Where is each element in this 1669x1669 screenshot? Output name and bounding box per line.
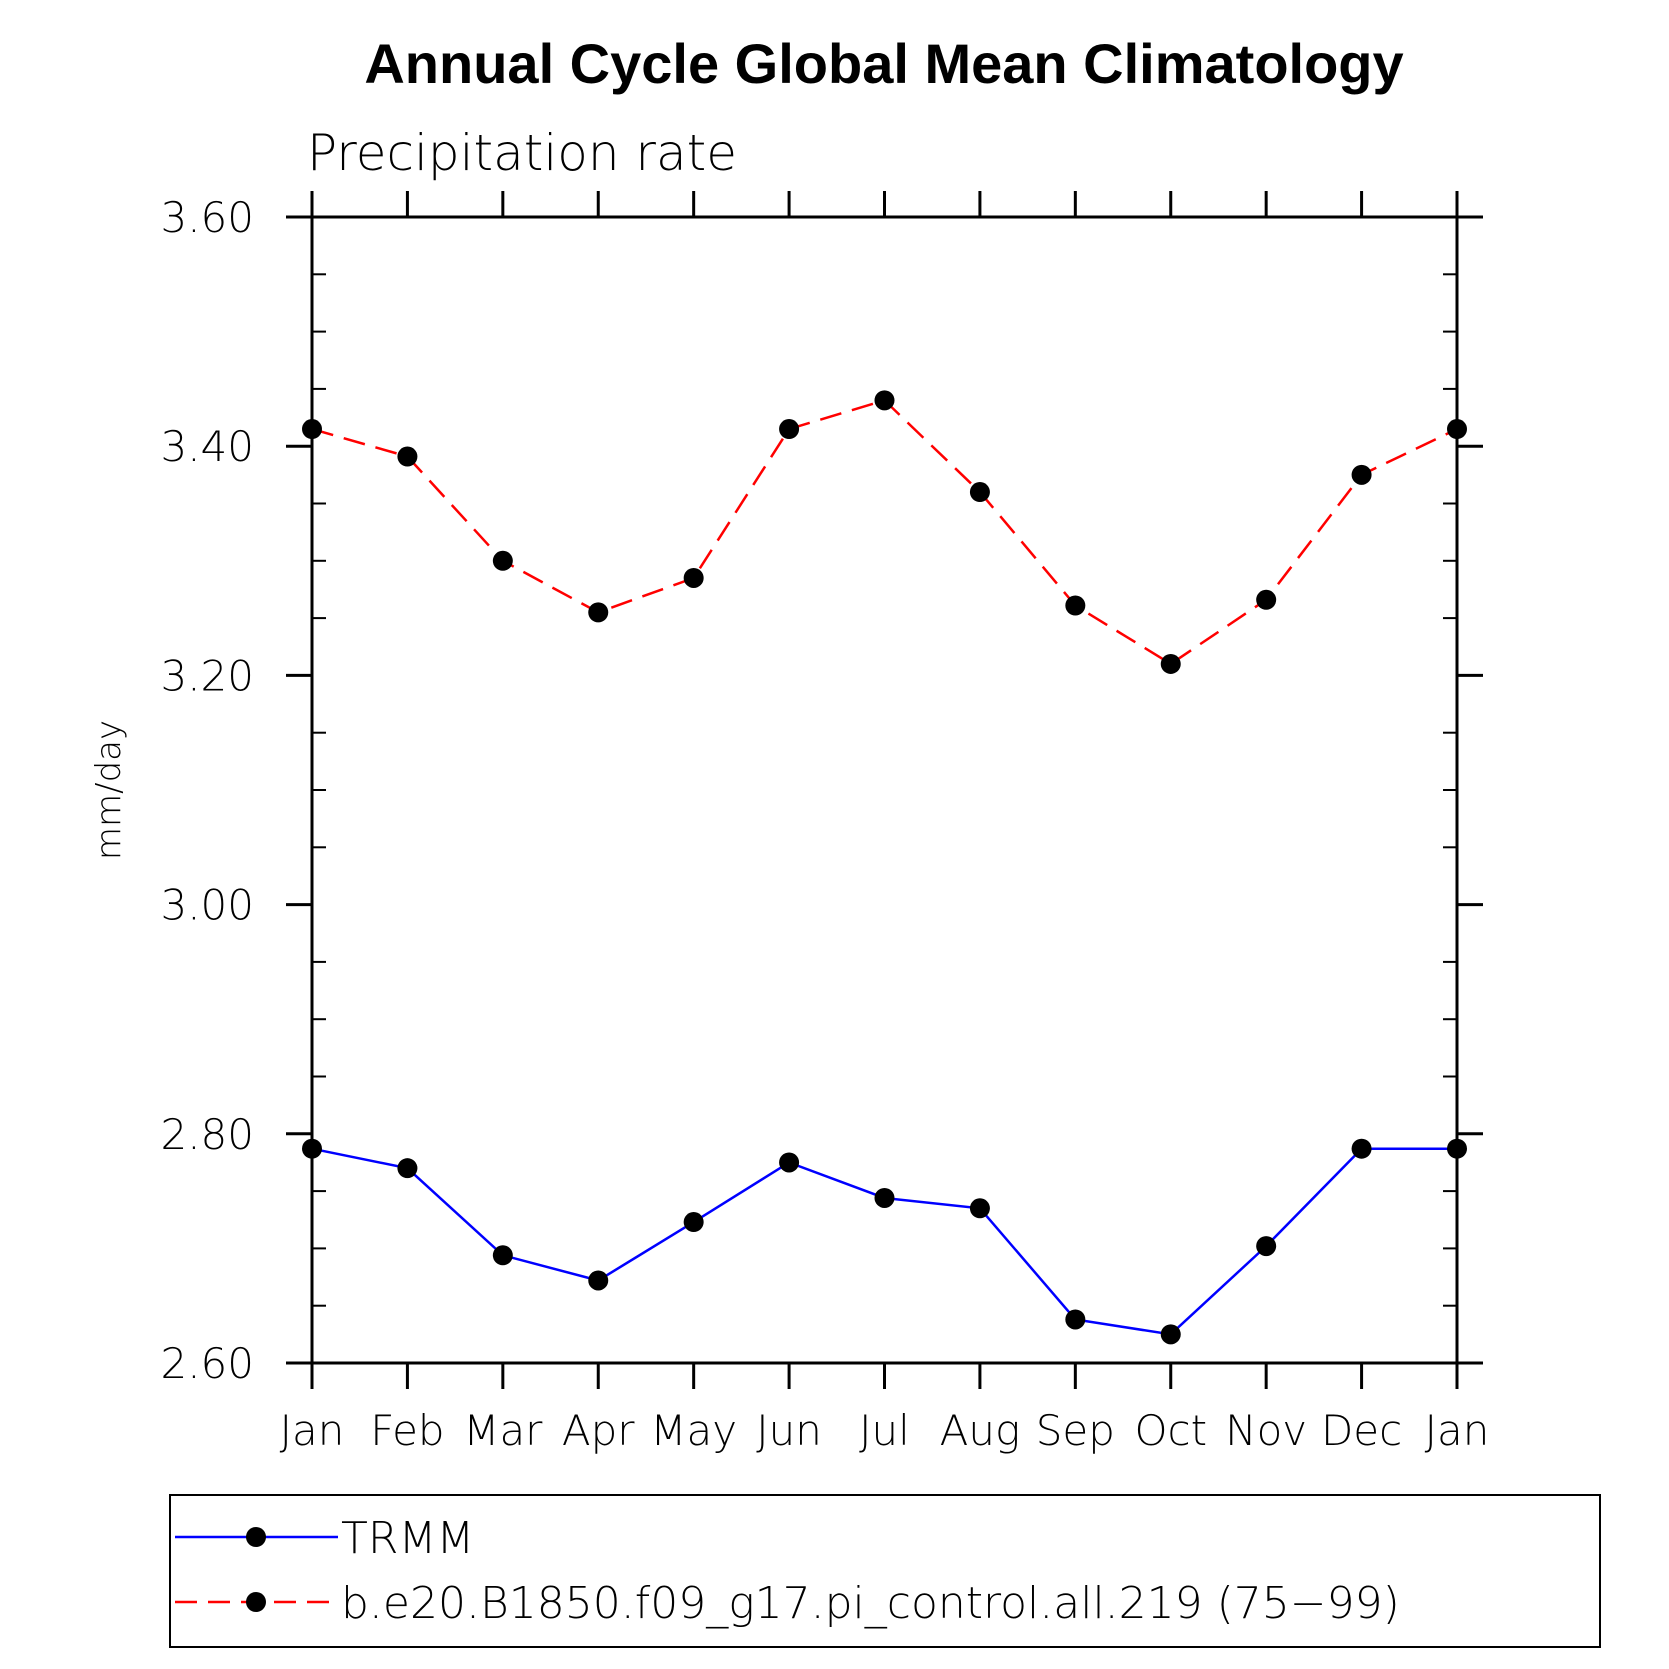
legend: TRMM b.e20.B1850.f09_g17.pi_control.all.2…	[175, 1513, 1400, 1629]
data-point	[683, 567, 704, 588]
data-point	[683, 1212, 704, 1233]
x-tick-label: Jun	[756, 1406, 822, 1455]
chart-title: Annual Cycle Global Mean Climatology	[364, 32, 1403, 95]
series-layer	[302, 390, 1467, 1345]
x-tick-label: Oct	[1134, 1406, 1207, 1455]
legend-label-0: TRMM	[341, 1513, 474, 1564]
x-tick-label: Apr	[562, 1406, 635, 1455]
data-point	[969, 1198, 990, 1219]
data-point	[1447, 419, 1467, 440]
legend-marker	[246, 1527, 266, 1547]
series-line-1	[311, 398, 1458, 666]
x-tick-label: May	[650, 1406, 737, 1455]
x-tick-labels: Jan Feb Mar Apr May Jun Jul Aug Sep Oct Nov Dec Jan	[280, 1406, 1490, 1455]
data-point	[779, 1152, 800, 1173]
x-tick-label: Dec	[1321, 1406, 1402, 1455]
y-tick-label: 3.20	[160, 651, 254, 700]
x-tick-label: Sep	[1036, 1406, 1115, 1455]
data-point	[1256, 1236, 1277, 1257]
data-point	[1351, 1138, 1372, 1159]
legend-box	[169, 1494, 1601, 1648]
legend-label-1: b.e20.B1850.f09_g17.pi_control.all.219 (…	[341, 1578, 1400, 1629]
y-tick-label: 3.60	[160, 193, 254, 242]
data-point	[874, 390, 895, 411]
data-point	[302, 419, 322, 440]
axis-ticks	[286, 191, 1483, 1389]
data-point	[874, 1187, 895, 1208]
data-point	[1065, 595, 1086, 616]
data-point	[1160, 1324, 1181, 1345]
data-point	[397, 1158, 418, 1179]
data-point	[302, 1138, 322, 1159]
chart-subtitle: Precipitation rate	[307, 124, 737, 182]
x-tick-label: Jan	[280, 1406, 345, 1455]
x-tick-label: Jan	[1425, 1406, 1490, 1455]
x-tick-label: Mar	[463, 1406, 543, 1455]
y-axis-label: mm/day	[89, 720, 129, 860]
data-point	[1256, 589, 1277, 610]
x-tick-label: Aug	[940, 1406, 1021, 1455]
y-tick-label: 2.60	[160, 1339, 254, 1388]
y-tick-label: 3.00	[160, 881, 254, 930]
data-point	[588, 1270, 609, 1291]
data-point	[1160, 653, 1181, 674]
data-point	[969, 482, 990, 503]
y-tick-label: 3.40	[160, 422, 254, 471]
data-point	[1065, 1309, 1086, 1330]
x-tick-label: Feb	[370, 1406, 444, 1455]
data-point	[779, 419, 800, 440]
data-point	[588, 602, 609, 623]
x-tick-label: Jul	[859, 1406, 910, 1455]
legend-marker	[246, 1592, 266, 1612]
data-point	[492, 1245, 513, 1266]
data-point	[1351, 464, 1372, 485]
y-tick-label: 2.80	[160, 1110, 254, 1159]
series-line-0	[311, 1147, 1457, 1336]
x-tick-label: Nov	[1225, 1406, 1307, 1455]
data-point	[1447, 1138, 1467, 1159]
y-tick-labels: 2.60 2.80 3.00 3.20 3.40 3.60	[160, 193, 254, 1388]
data-point	[397, 446, 418, 467]
data-point	[492, 550, 513, 571]
